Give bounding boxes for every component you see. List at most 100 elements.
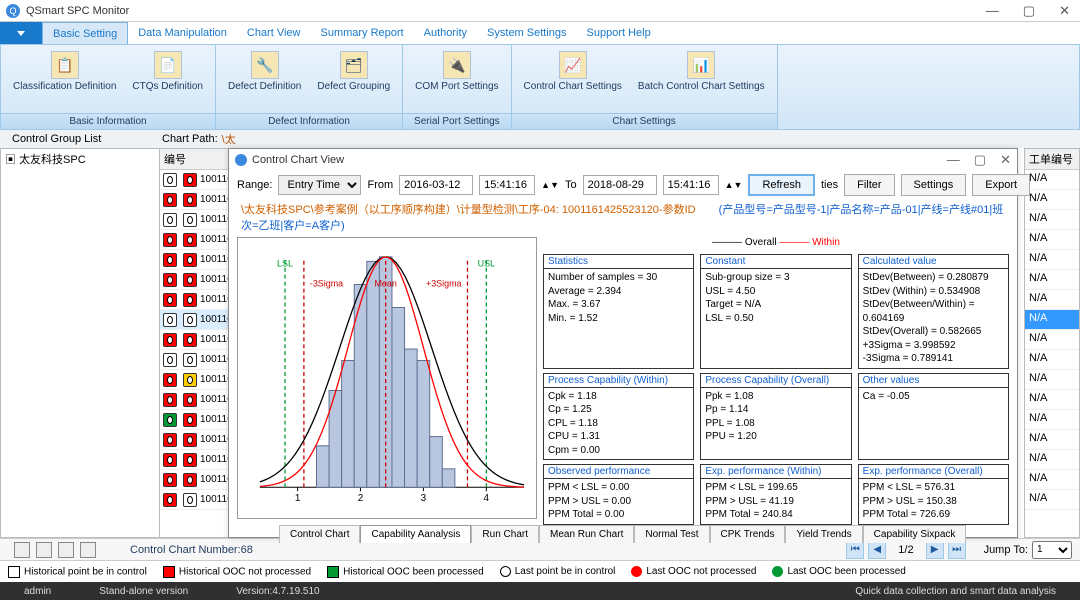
ribbon-panel: 📋Classification Definition📄CTQs Definiti… — [0, 44, 1080, 130]
tree-root[interactable]: ▣ 太友科技SPC — [1, 149, 159, 169]
tab-capability-aanalysis[interactable]: Capability Aanalysis — [360, 525, 471, 543]
menu-basic-setting[interactable]: Basic Setting — [42, 22, 128, 44]
status-version: Version:4.7.19.510 — [212, 586, 343, 597]
control-chart-window: Control Chart View — ▢ ✕ Range: Entry Ti… — [228, 148, 1018, 538]
workorder-cell[interactable]: N/A — [1025, 250, 1079, 270]
chart-window-icon — [235, 154, 247, 166]
workorder-cell[interactable]: N/A — [1025, 470, 1079, 490]
workorder-cell[interactable]: N/A — [1025, 430, 1079, 450]
workorder-cell[interactable]: N/A — [1025, 410, 1079, 430]
panel-statistics: StatisticsNumber of samples = 30Average … — [543, 254, 694, 369]
app-icon: Q — [6, 4, 20, 18]
minimize-button[interactable]: — — [982, 3, 1003, 19]
maximize-button[interactable]: ▢ — [1019, 3, 1039, 19]
svg-text:+3Sigma: +3Sigma — [426, 279, 462, 289]
ribbon-defect-grouping[interactable]: 🗂Defect Grouping — [311, 49, 396, 109]
workorder-cell[interactable]: N/A — [1025, 490, 1079, 510]
workorder-cell[interactable]: N/A — [1025, 290, 1079, 310]
ribbon-tabs: Basic SettingData ManipulationChart View… — [0, 22, 1080, 44]
export-button[interactable]: Export — [972, 174, 1030, 196]
menu-chart-view[interactable]: Chart View — [237, 22, 311, 44]
tab-yield-trends[interactable]: Yield Trends — [785, 525, 862, 543]
legend-e: Last OOC not processed — [646, 566, 756, 577]
tab-run-chart[interactable]: Run Chart — [471, 525, 539, 543]
workorder-cell[interactable]: N/A — [1025, 170, 1079, 190]
tab-cpk-trends[interactable]: CPK Trends — [710, 525, 786, 543]
range-select[interactable]: Entry Time — [278, 175, 361, 195]
tab-normal-test[interactable]: Normal Test — [634, 525, 709, 543]
svg-text:1: 1 — [295, 493, 301, 504]
prev-page[interactable]: ◀ — [868, 541, 886, 559]
first-page[interactable]: ⏮ — [846, 541, 864, 559]
svg-text:4: 4 — [484, 493, 490, 504]
settings-button[interactable]: Settings — [901, 174, 967, 196]
svg-text:3: 3 — [421, 493, 427, 504]
menu-support-help[interactable]: Support Help — [577, 22, 661, 44]
chartwin-maximize[interactable]: ▢ — [974, 152, 986, 168]
chart-path-label: Chart Path: — [162, 133, 218, 145]
legend-row: Historical point be in control Historica… — [0, 560, 1080, 582]
tool-icon[interactable] — [80, 542, 96, 558]
ribbon-control-chart-settings[interactable]: 📈Control Chart Settings — [518, 49, 628, 109]
workorder-cell[interactable]: N/A — [1025, 450, 1079, 470]
main-body: ▣ 太友科技SPC 编号 1001161...1001161...1001161… — [0, 148, 1080, 538]
filter-button[interactable]: Filter — [844, 174, 894, 196]
tool-icon[interactable] — [58, 542, 74, 558]
ribbon-batch-control-chart-settings[interactable]: 📊Batch Control Chart Settings — [632, 49, 771, 109]
file-menu[interactable] — [0, 22, 42, 44]
control-group-tree[interactable]: ▣ 太友科技SPC — [0, 148, 160, 538]
panel-pcw: Process Capability (Within)Cpk = 1.18Cp … — [543, 373, 694, 461]
jump-label: Jump To: — [984, 544, 1028, 556]
tab-capability-sixpack[interactable]: Capability Sixpack — [863, 525, 967, 543]
svg-text:-3Sigma: -3Sigma — [310, 279, 343, 289]
last-page[interactable]: ⏭ — [948, 541, 966, 559]
chart-tabs: Control ChartCapability AanalysisRun Cha… — [229, 521, 1017, 543]
from-time-input[interactable] — [479, 175, 535, 195]
ribbon-defect-definition[interactable]: 🔧Defect Definition — [222, 49, 307, 109]
panel-expo: Exp. performance (Overall)PPM < LSL = 57… — [858, 464, 1009, 525]
workorder-list[interactable]: 工单编号 N/AN/AN/AN/AN/AN/AN/AN/AN/AN/AN/AN/… — [1024, 148, 1080, 538]
to-date-input[interactable] — [583, 175, 657, 195]
tab-mean-run-chart[interactable]: Mean Run Chart — [539, 525, 634, 543]
chart-toolbar: Range: Entry Time From ▲▼ To ▲▼ Refresh … — [229, 171, 1017, 199]
ribbon-ctqs-definition[interactable]: 📄CTQs Definition — [126, 49, 209, 109]
tool-icon[interactable] — [14, 542, 30, 558]
workorder-cell[interactable]: N/A — [1025, 190, 1079, 210]
chart-count-label: Control Chart Number:68 — [130, 544, 253, 556]
workorder-cell[interactable]: N/A — [1025, 390, 1079, 410]
chartwin-minimize[interactable]: — — [947, 152, 960, 168]
workorder-cell[interactable]: N/A — [1025, 370, 1079, 390]
workorder-cell[interactable]: N/A — [1025, 310, 1079, 330]
workorder-header: 工单编号 — [1025, 149, 1079, 170]
from-label: From — [367, 179, 393, 191]
refresh-button[interactable]: Refresh — [748, 174, 815, 196]
svg-text:2: 2 — [358, 493, 364, 504]
legend-b: Historical OOC not processed — [179, 566, 311, 577]
to-label: To — [565, 179, 577, 191]
workorder-cell[interactable]: N/A — [1025, 330, 1079, 350]
chartwin-close[interactable]: ✕ — [1000, 152, 1011, 168]
close-button[interactable]: ✕ — [1055, 3, 1074, 19]
workorder-cell[interactable]: N/A — [1025, 230, 1079, 250]
jump-select[interactable]: 1 — [1032, 541, 1072, 559]
workorder-cell[interactable]: N/A — [1025, 210, 1079, 230]
menu-system-settings[interactable]: System Settings — [477, 22, 576, 44]
tab-control-chart[interactable]: Control Chart — [279, 525, 360, 543]
ribbon-classification-definition[interactable]: 📋Classification Definition — [7, 49, 122, 109]
svg-text:Mean: Mean — [374, 279, 396, 289]
panel-calc: Calculated valueStDev(Between) = 0.28087… — [858, 254, 1009, 369]
svg-text:LSL: LSL — [277, 259, 293, 269]
menu-data-manipulation[interactable]: Data Manipulation — [128, 22, 237, 44]
ribbon-com-port-settings[interactable]: 🔌COM Port Settings — [409, 49, 504, 109]
workorder-cell[interactable]: N/A — [1025, 350, 1079, 370]
tool-icon[interactable] — [36, 542, 52, 558]
from-date-input[interactable] — [399, 175, 473, 195]
to-time-input[interactable] — [663, 175, 719, 195]
legend-a: Historical point be in control — [24, 566, 147, 577]
svg-text:USL: USL — [478, 259, 495, 269]
workorder-cell[interactable]: N/A — [1025, 270, 1079, 290]
status-mode: Stand-alone version — [75, 586, 212, 597]
menu-authority[interactable]: Authority — [414, 22, 477, 44]
next-page[interactable]: ▶ — [926, 541, 944, 559]
menu-summary-report[interactable]: Summary Report — [310, 22, 413, 44]
